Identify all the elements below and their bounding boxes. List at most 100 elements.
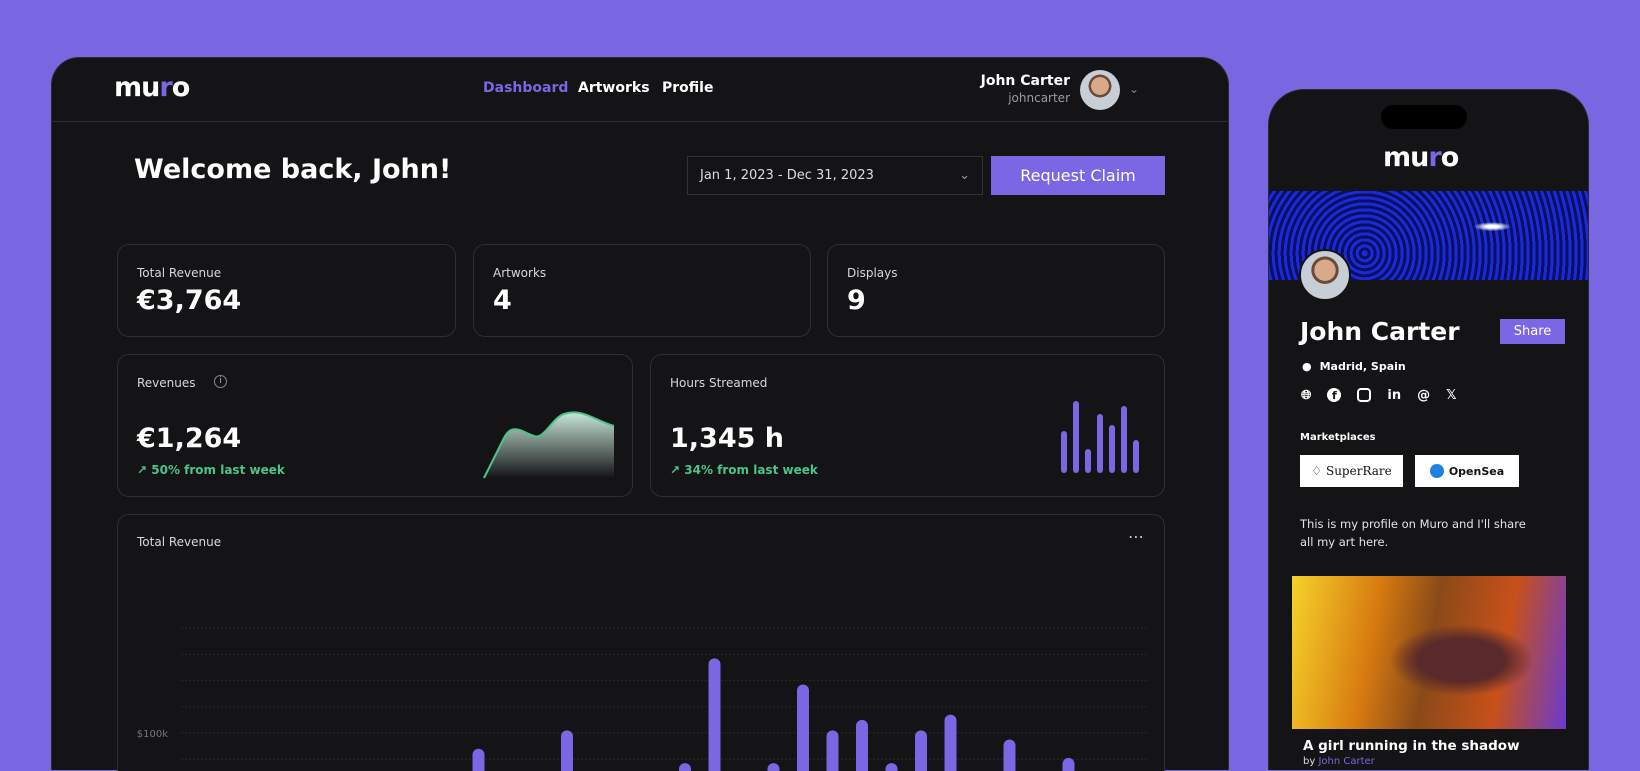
stat-card-artworks: Artworks 4 [473, 244, 811, 337]
profile-name: John Carter [1300, 317, 1460, 346]
stat-label: Total Revenue [137, 266, 222, 280]
artwork-image[interactable] [1292, 576, 1566, 729]
logo-text-accent: r [1428, 142, 1441, 173]
marketplace-name: OpenSea [1448, 464, 1505, 478]
diamond-icon: ♢ [1311, 464, 1322, 478]
facebook-icon[interactable]: f [1327, 388, 1342, 402]
nav-profile[interactable]: Profile [662, 80, 714, 96]
instagram-icon[interactable] [1357, 388, 1372, 402]
profile-bio: This is my profile on Muro and I'll shar… [1300, 517, 1526, 549]
hours-mini-bars [1061, 385, 1146, 473]
logo-text: mu [114, 72, 160, 103]
arrow-up-right-icon: ↗ [137, 463, 148, 477]
nav-dashboard[interactable]: Dashboard [483, 80, 569, 96]
user-name: John Carter [980, 73, 1070, 89]
revenue-bar[interactable] [797, 684, 809, 771]
location-text: Madrid, Spain [1319, 360, 1406, 373]
more-options-icon[interactable]: ⋯ [1128, 527, 1144, 546]
hours-streamed-card: Hours Streamed 1,345 h ↗ 34% from last w… [650, 354, 1165, 497]
change-text: 50% from last week [151, 463, 285, 477]
hours-change: ↗ 34% from last week [670, 463, 818, 477]
revenues-change: ↗ 50% from last week [137, 463, 285, 477]
revenue-bar[interactable] [944, 714, 957, 771]
threads-icon[interactable]: @ [1417, 388, 1431, 403]
logo-text: o [1440, 142, 1460, 173]
stat-card-total-revenue: Total Revenue €3,764 [117, 244, 456, 337]
stat-value: €3,764 [137, 285, 242, 316]
mini-bar [1085, 448, 1091, 473]
dashboard-window: muro Dashboard Artworks Profile John Car… [51, 57, 1229, 771]
opensea-icon [1429, 464, 1444, 478]
revenue-bar[interactable] [1062, 757, 1075, 771]
stat-value: 9 [847, 285, 866, 316]
mini-bar [1121, 406, 1127, 473]
linkedin-icon[interactable]: in [1387, 388, 1402, 403]
user-username: johncarter [1008, 91, 1070, 105]
logo-text: mu [1383, 142, 1429, 173]
revenues-value: €1,264 [137, 423, 242, 454]
chevron-down-icon: ⌄ [959, 168, 970, 183]
phone-notch [1381, 105, 1467, 129]
revenue-bar[interactable] [767, 763, 780, 771]
artwork-title[interactable]: A girl running in the shadow [1303, 738, 1520, 754]
revenues-label: Revenues [137, 376, 196, 390]
header-divider [52, 121, 1228, 122]
mini-bar [1097, 413, 1103, 473]
revenue-bar[interactable] [1003, 739, 1016, 771]
revenue-bar[interactable] [561, 730, 573, 771]
mini-bar [1133, 440, 1139, 473]
marketplace-name: SuperRare [1325, 464, 1392, 478]
revenue-bar[interactable] [472, 748, 485, 771]
total-revenue-chart-card: Total Revenue ⋯ $100k [117, 514, 1165, 771]
revenue-bar[interactable] [885, 763, 898, 771]
artwork-author-link[interactable]: John Carter [1318, 756, 1375, 767]
chart-title: Total Revenue [137, 535, 222, 549]
mini-bar [1109, 425, 1115, 473]
stat-value: 4 [493, 285, 512, 316]
social-links: 🌐︎ f in @ 𝕏 [1301, 388, 1457, 403]
date-range-value: Jan 1, 2023 - Dec 31, 2023 [700, 168, 874, 183]
arrow-up-right-icon: ↗ [670, 463, 681, 477]
change-text: 34% from last week [684, 463, 818, 477]
revenue-bar-chart: $100k [137, 627, 1148, 771]
mobile-profile-preview: muro John Carter Share ● Madrid, Spain 🌐︎… [1268, 89, 1589, 770]
date-range-select[interactable]: Jan 1, 2023 - Dec 31, 2023 ⌄ [687, 156, 983, 195]
y-tick-label: $100k [137, 729, 168, 740]
revenue-bar[interactable] [915, 730, 927, 771]
hours-label: Hours Streamed [670, 376, 768, 390]
marketplaces-label: Marketplaces [1300, 432, 1376, 443]
stat-label: Displays [847, 266, 898, 280]
by-label: by [1303, 756, 1316, 767]
profile-avatar [1299, 249, 1351, 301]
muro-logo[interactable]: muro [1383, 142, 1460, 173]
revenue-bar[interactable] [679, 763, 691, 771]
profile-location: ● Madrid, Spain [1302, 360, 1406, 373]
x-icon[interactable]: 𝕏 [1446, 388, 1457, 403]
user-menu[interactable]: John Carter johncarter [981, 73, 1070, 105]
revenue-bar[interactable] [826, 730, 839, 771]
avatar[interactable] [1080, 70, 1120, 110]
logo-text: o [171, 72, 191, 103]
mini-bar [1073, 401, 1079, 473]
info-icon[interactable]: i [214, 375, 227, 388]
revenues-card: Revenues i €1,264 ↗ 50% from last week [117, 354, 633, 497]
stat-label: Artworks [493, 266, 547, 280]
muro-logo[interactable]: muro [114, 72, 191, 103]
hours-value: 1,345 h [670, 423, 785, 454]
map-pin-icon: ● [1302, 360, 1312, 373]
revenue-bar[interactable] [856, 719, 868, 771]
opensea-button[interactable]: OpenSea [1415, 455, 1519, 487]
share-button[interactable]: Share [1500, 319, 1565, 344]
stat-card-displays: Displays 9 [827, 244, 1165, 337]
artwork-byline: by John Carter [1303, 756, 1375, 768]
mini-bar [1061, 430, 1067, 473]
request-claim-button[interactable]: Request Claim [991, 156, 1165, 195]
revenue-bar[interactable] [708, 658, 721, 771]
logo-text-accent: r [159, 72, 172, 103]
revenue-sparkline [483, 411, 615, 479]
globe-icon[interactable]: 🌐︎ [1301, 388, 1312, 403]
page-title: Welcome back, John! [134, 154, 452, 185]
nav-artworks[interactable]: Artworks [578, 80, 650, 96]
superrare-button[interactable]: ♢ SuperRare [1300, 455, 1403, 487]
chevron-down-icon[interactable]: ⌄ [1129, 82, 1140, 96]
